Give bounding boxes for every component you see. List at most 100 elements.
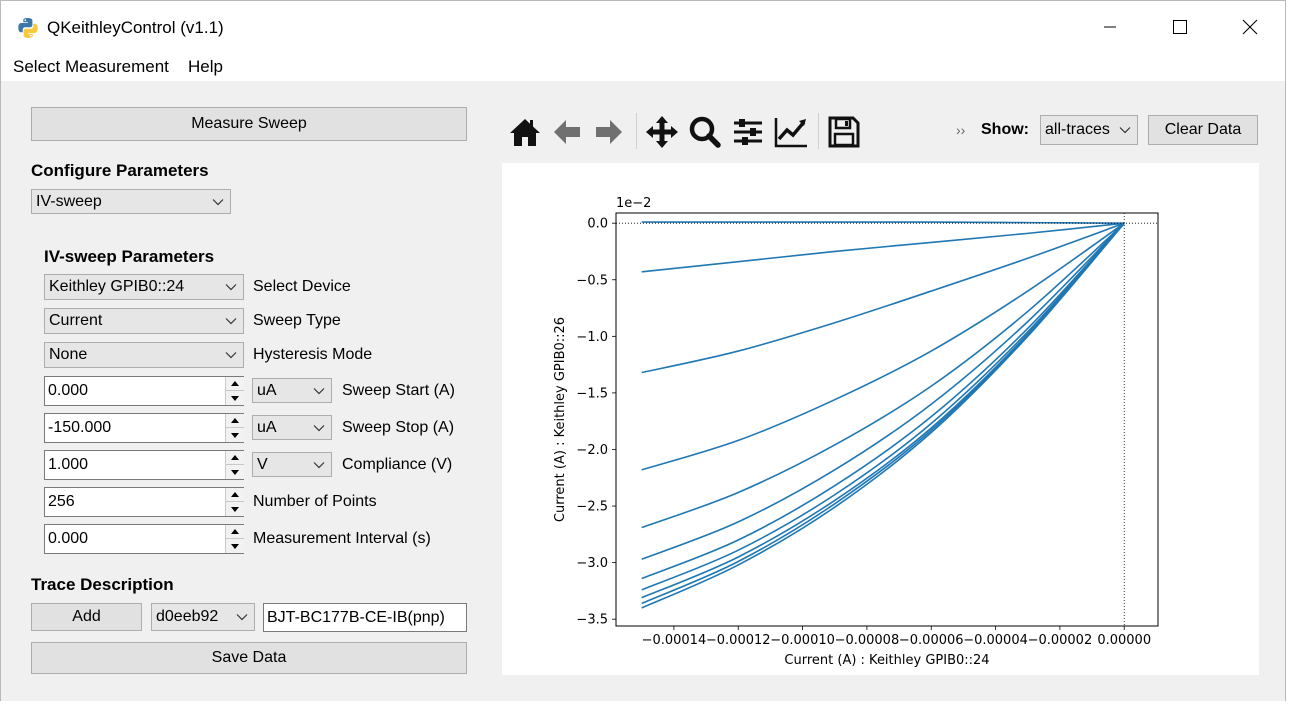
series-line-5	[641, 222, 1125, 529]
sweep-start-unit-combo[interactable]: uA	[252, 378, 332, 403]
menu-select-measurement[interactable]: Select Measurement	[13, 57, 169, 76]
toolbar-separator	[636, 113, 637, 149]
sweep-start-spinbox[interactable]: 0.000	[44, 376, 244, 406]
series-line-10	[641, 222, 1125, 605]
add-trace-button[interactable]: Add	[31, 603, 142, 631]
x-tick-label: −0.00014	[642, 633, 707, 648]
show-traces-value: all-traces	[1045, 121, 1110, 138]
spin-up-button[interactable]	[226, 451, 244, 465]
chevron-down-icon	[212, 198, 224, 205]
title-bar: QKeithleyControl (v1.1)	[1, 1, 1285, 53]
chevron-down-icon	[225, 284, 237, 291]
triangle-down-icon	[231, 469, 239, 475]
measurement-interval-spinbox[interactable]: 0.000	[44, 524, 244, 554]
spin-down-button[interactable]	[226, 502, 244, 516]
forward-arrow-icon[interactable]	[591, 115, 627, 149]
hysteresis-mode-label: Hysteresis Mode	[253, 346, 373, 363]
trace-id-combo[interactable]: d0eeb92	[151, 603, 255, 631]
plot-canvas[interactable]: −0.00014 −0.00012 −0.00010 −0.00008 −0.00006…	[502, 163, 1259, 675]
compliance-unit-value: V	[257, 455, 268, 473]
save-data-button[interactable]: Save Data	[31, 642, 467, 674]
menu-bar: Select Measurement Help	[1, 53, 1285, 81]
home-icon[interactable]	[507, 115, 543, 149]
spin-up-button[interactable]	[226, 488, 244, 502]
python-logo-icon	[18, 18, 38, 38]
sweep-stop-spin-buttons	[225, 414, 244, 442]
compliance-spin-buttons	[225, 451, 244, 479]
select-device-value: Keithley GPIB0::24	[49, 278, 185, 295]
triangle-up-icon	[231, 455, 239, 460]
sweep-start-spin-buttons	[225, 377, 244, 405]
measure-sweep-button[interactable]: Measure Sweep	[31, 107, 467, 141]
x-tick-label: 0.00000	[1097, 633, 1151, 648]
spin-up-button[interactable]	[226, 414, 244, 428]
x-tick-label: −0.00002	[1028, 633, 1093, 648]
iv-chart: −0.00014 −0.00012 −0.00010 −0.00008 −0.00006…	[553, 196, 1159, 668]
compliance-spinbox[interactable]: 1.000	[44, 450, 244, 480]
measurement-mode-select[interactable]: IV-sweep	[31, 189, 231, 214]
spin-up-button[interactable]	[226, 525, 244, 539]
y-axis-label: Current (A) : Keithley GPIB0::26	[553, 317, 568, 522]
save-figure-icon[interactable]	[826, 115, 862, 149]
show-label: Show:	[981, 121, 1029, 138]
iv-sweep-parameters-heading: IV-sweep Parameters	[44, 247, 215, 266]
window-title: QKeithleyControl (v1.1)	[47, 18, 224, 37]
number-of-points-value: 256	[48, 493, 75, 510]
spin-down-button[interactable]	[226, 539, 244, 553]
chevron-down-icon	[225, 318, 237, 325]
x-tick-label: −0.00010	[770, 633, 835, 648]
back-arrow-icon[interactable]	[549, 115, 585, 149]
x-tick-label: −0.00008	[835, 633, 900, 648]
y-axis-ticks: 0.0 −0.5 −1.0 −1.5 −2.0 −2.5 −3.0 −3.5	[576, 217, 616, 628]
series-line-7	[641, 222, 1125, 580]
maximize-icon	[1173, 20, 1187, 34]
spin-down-button[interactable]	[226, 391, 244, 405]
spin-down-button[interactable]	[226, 428, 244, 442]
series-line-8	[641, 222, 1125, 591]
pan-icon[interactable]	[644, 115, 680, 149]
toolbar-overflow-glyph[interactable]: ››	[956, 122, 966, 138]
chart-zero-lines	[616, 213, 1158, 626]
hysteresis-mode-value: None	[49, 346, 88, 363]
spin-up-button[interactable]	[226, 377, 244, 391]
triangle-up-icon	[231, 418, 239, 423]
compliance-unit-combo[interactable]: V	[252, 452, 332, 477]
series-line-9	[641, 222, 1125, 599]
measurement-interval-value: 0.000	[48, 530, 89, 547]
sweep-start-label: Sweep Start (A)	[342, 382, 455, 399]
select-device-label: Select Device	[253, 278, 351, 295]
sweep-type-combo[interactable]: Current	[44, 308, 244, 334]
chart-curves	[641, 221, 1125, 609]
clear-data-button[interactable]: Clear Data	[1148, 115, 1258, 145]
sweep-stop-unit-combo[interactable]: uA	[252, 415, 332, 440]
edit-axis-icon[interactable]	[773, 115, 809, 149]
chevron-down-icon	[313, 424, 325, 431]
measurement-interval-spin-buttons	[225, 525, 244, 553]
compliance-value: 1.000	[48, 456, 89, 473]
triangle-down-icon	[231, 543, 239, 549]
maximize-button[interactable]	[1157, 9, 1203, 45]
close-button[interactable]	[1227, 9, 1273, 45]
y-tick-label: −3.0	[576, 556, 608, 571]
sweep-stop-value: -150.000	[48, 419, 112, 436]
configure-parameters-heading: Configure Parameters	[31, 161, 209, 180]
sweep-stop-spinbox[interactable]: -150.000	[44, 413, 244, 443]
y-tick-label: −3.5	[576, 613, 608, 628]
sweep-start-value: 0.000	[48, 382, 89, 399]
select-device-combo[interactable]: Keithley GPIB0::24	[44, 274, 244, 300]
configure-subplots-icon[interactable]	[730, 115, 766, 149]
trace-description-input[interactable]: BJT-BC177B-CE-IB(pnp)	[263, 603, 467, 632]
triangle-up-icon	[231, 492, 239, 497]
show-traces-combo[interactable]: all-traces	[1040, 115, 1138, 145]
minimize-button[interactable]	[1087, 9, 1133, 45]
menu-help[interactable]: Help	[188, 57, 223, 76]
close-icon	[1242, 19, 1258, 35]
hysteresis-mode-combo[interactable]: None	[44, 342, 244, 368]
series-line-4	[641, 222, 1125, 471]
toolbar-separator	[818, 113, 819, 149]
zoom-icon[interactable]	[687, 115, 723, 149]
spin-down-button[interactable]	[226, 465, 244, 479]
triangle-down-icon	[231, 432, 239, 438]
number-of-points-spinbox[interactable]: 256	[44, 487, 244, 517]
